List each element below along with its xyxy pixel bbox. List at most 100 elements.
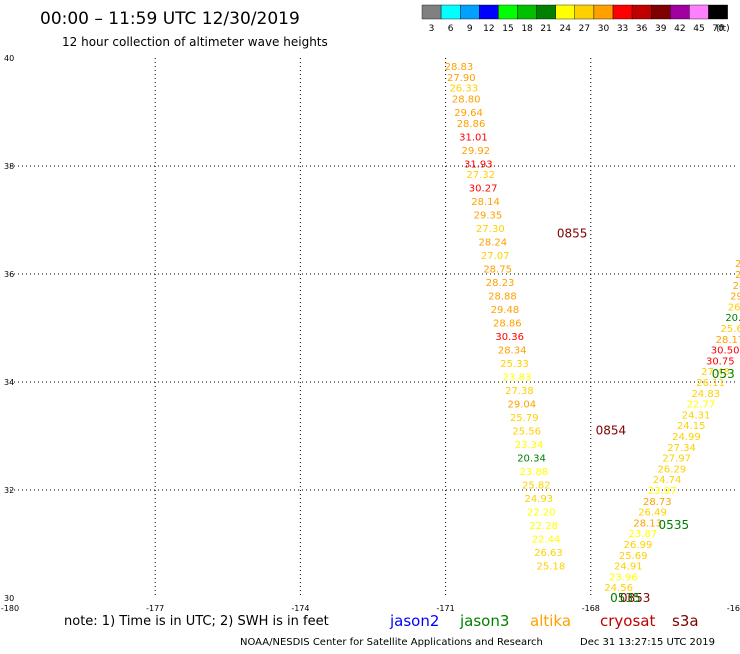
- colorbar-swatch: [612, 4, 633, 20]
- swh-value: 28.23: [486, 278, 515, 289]
- swh-value: 27.07: [481, 251, 510, 262]
- swh-value: 23.83: [503, 373, 532, 384]
- swh-value: 23.88: [520, 467, 549, 478]
- colorbar-label: 6: [448, 24, 454, 34]
- colorbar: 3 6 9 12 15 18 21 24 27 30 33 36 39 42 45 70(ft): [421, 4, 730, 34]
- swh-value: 29.35: [474, 211, 503, 222]
- swh-value: 22.77: [687, 400, 716, 411]
- swh-value: 29.04: [508, 400, 537, 411]
- swh-value: 27: [735, 259, 740, 270]
- colorbar-swatch: [689, 4, 709, 20]
- swh-value: 22.28: [529, 521, 558, 532]
- swh-value: 25.79: [510, 413, 539, 424]
- swh-value: 27.38: [505, 386, 534, 397]
- swh-value: 25.33: [500, 359, 529, 370]
- colorbar-swatch: [479, 4, 499, 20]
- colorbar-swatch: [651, 4, 671, 20]
- colorbar-label: 30: [598, 24, 610, 34]
- swh-value: 23.87: [629, 529, 658, 540]
- swh-value: 27.30: [476, 224, 505, 235]
- colorbar-label: 24: [560, 24, 572, 34]
- swh-value: 25.18: [537, 562, 566, 573]
- x-tick-label: -180: [1, 604, 19, 613]
- colorbar-swatch: [670, 4, 690, 20]
- y-tick-label: 34: [4, 378, 14, 387]
- swh-value: 28.73: [643, 497, 672, 508]
- swh-value: 26.29: [658, 464, 687, 475]
- pass-time-label: 0535: [659, 518, 690, 532]
- colorbar-unit: (ft): [716, 24, 730, 34]
- pass-time-label: 0853: [620, 591, 651, 605]
- colorbar-swatch: [460, 4, 480, 20]
- pass-time-label: 0535: [610, 591, 641, 605]
- swh-value: 24.56: [604, 583, 633, 594]
- swh-value: 24.15: [677, 421, 706, 432]
- swh-value: 26.06: [728, 302, 740, 313]
- swh-value: 24.83: [691, 389, 720, 400]
- swh-value: 30.36: [495, 332, 524, 343]
- swh-value: 24.99: [672, 432, 701, 443]
- grid: [10, 58, 736, 598]
- swh-value: 25.67: [720, 324, 740, 335]
- colorbar-swatch: [517, 4, 537, 20]
- legend-jason3: jason3: [459, 612, 509, 630]
- pass-time-label: 053: [712, 367, 735, 381]
- colorbar-label: 33: [617, 24, 628, 34]
- colorbar-swatch: [421, 4, 442, 20]
- colorbar-swatch: [555, 4, 576, 20]
- colorbar-swatch: [536, 4, 556, 20]
- x-tick-label: -171: [437, 604, 455, 613]
- axis-ticks: -180 -177 -174 -171 -168 -16 30 32 34 36 38 40: [1, 54, 740, 613]
- pass-time-label: 0855: [557, 227, 588, 241]
- chart-subtitle: 12 hour collection of altimeter wave hei…: [62, 35, 328, 49]
- swh-value: 29.92: [462, 146, 491, 157]
- swh-value: 28.86: [493, 319, 522, 330]
- colorbar-label: 36: [636, 24, 648, 34]
- swh-value: 24.31: [682, 410, 711, 421]
- swh-value: 27.97: [662, 454, 691, 465]
- swh-value: 27.32: [466, 170, 495, 181]
- swh-value: 24.93: [524, 494, 553, 505]
- y-tick-label: 30: [4, 594, 14, 603]
- legend-jason2: jason2: [389, 612, 439, 630]
- colorbar-swatch: [498, 4, 518, 20]
- legend-altika: altika: [530, 612, 571, 630]
- y-tick-label: 40: [4, 54, 14, 63]
- colorbar-label: 42: [674, 24, 685, 34]
- swh-value: 27.90: [447, 73, 476, 84]
- colorbar-swatch: [593, 4, 614, 20]
- swh-value: 23.34: [515, 440, 544, 451]
- swh-value: 26.33: [449, 84, 478, 95]
- colorbar-label: 70: [712, 24, 724, 34]
- colorbar-swatch: [440, 4, 461, 20]
- swh-value: 25.56: [512, 427, 541, 438]
- satellite-legend: jason2 jason3 altika cryosat s3a: [389, 612, 699, 630]
- colorbar-label: 45: [693, 24, 704, 34]
- swh-value: 28.80: [452, 95, 481, 106]
- colorbar-label: 3: [429, 24, 435, 34]
- swh-value: 22.44: [532, 535, 561, 546]
- swh-value: 26.49: [638, 508, 667, 519]
- colorbar-label: 9: [467, 24, 473, 34]
- pass-time-label: 0854: [596, 424, 627, 438]
- x-tick-label: -174: [291, 604, 309, 613]
- swh-value: 28.14: [471, 197, 500, 208]
- swh-value: 25.82: [522, 481, 551, 492]
- timestamp-footer: Dec 31 13:27:15 UTC 2019: [580, 637, 715, 648]
- swh-value: 28.17: [716, 335, 740, 346]
- colorbar-swatch: [631, 4, 652, 20]
- swh-value: 24.74: [653, 475, 682, 486]
- swh-value: 27.34: [667, 443, 696, 454]
- x-tick-label: -177: [146, 604, 164, 613]
- swh-value: 28.75: [483, 265, 512, 276]
- swh-value: 28.34: [498, 346, 527, 357]
- swh-value: 29.64: [454, 108, 483, 119]
- data-points: 28.8327.9026.3328.8029.6428.8631.0129.92…: [445, 62, 740, 594]
- swh-value: 28.88: [488, 292, 517, 303]
- swh-value: 20.71: [725, 313, 740, 324]
- swh-value: 29.48: [491, 305, 520, 316]
- colorbar-swatch: [574, 4, 595, 20]
- swh-value: 31.01: [459, 132, 488, 143]
